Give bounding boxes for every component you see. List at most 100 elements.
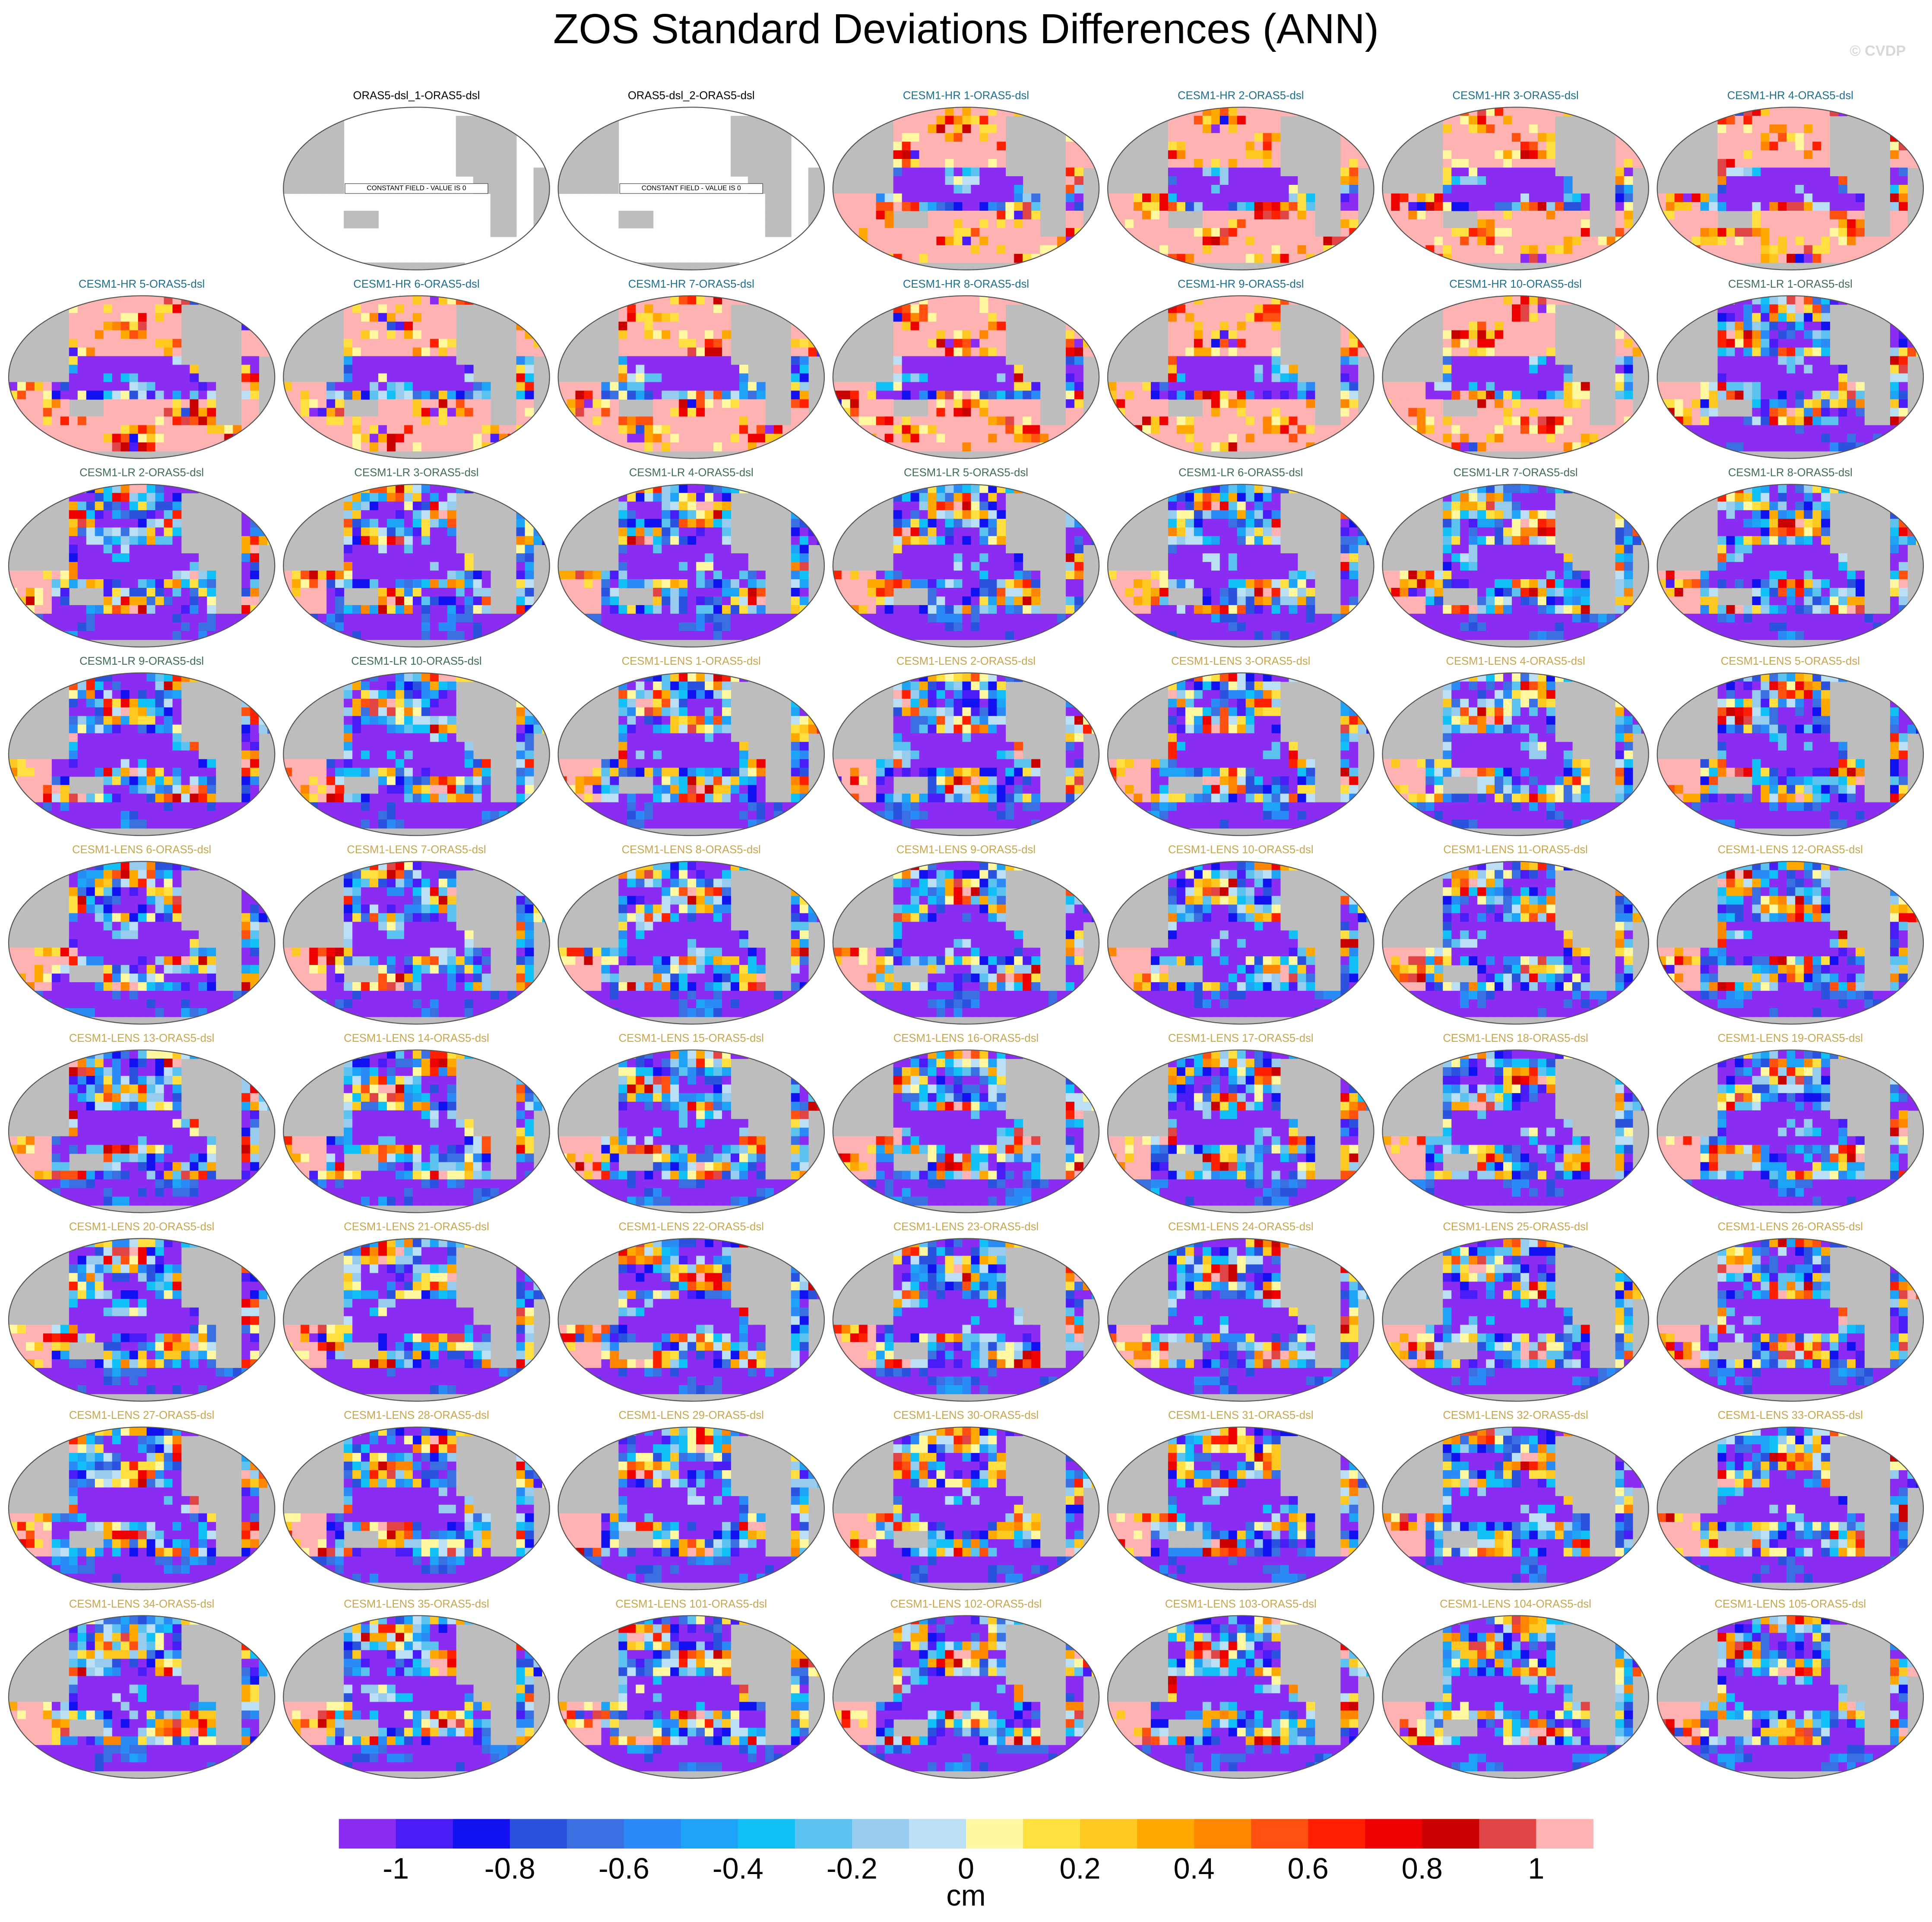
map-cell (1512, 382, 1521, 391)
map-cell (1271, 116, 1281, 125)
map-cell (1786, 176, 1796, 185)
map-cell (919, 321, 928, 331)
map-cell (1838, 416, 1847, 426)
map-cell (1271, 330, 1281, 339)
map-cell (1537, 390, 1547, 400)
map-cell (1717, 159, 1727, 168)
map-cell (1615, 356, 1625, 365)
map-cell (1245, 434, 1255, 443)
map-cell (1451, 228, 1461, 237)
map-cell (1486, 254, 1495, 263)
map-cell (241, 588, 251, 597)
map-cell (1580, 434, 1590, 443)
map-cell (928, 168, 937, 177)
map-cell (971, 425, 980, 435)
map-cell (421, 571, 431, 580)
map-cell (1031, 382, 1041, 391)
map-cell (404, 622, 413, 631)
map-cell (1469, 365, 1478, 374)
map-cell (1657, 193, 1666, 203)
map-cell (902, 339, 911, 348)
map-cell (1812, 202, 1822, 211)
map-cell (1263, 425, 1272, 435)
map-outline (832, 107, 1100, 271)
map-cell (962, 373, 972, 383)
map-cell (893, 321, 903, 331)
map-cell (69, 545, 78, 554)
map-cell (1743, 236, 1753, 246)
map-cell (1546, 159, 1555, 168)
map-cell (77, 382, 87, 391)
map-cell (386, 631, 396, 640)
map-cell (705, 425, 714, 435)
map-cell (696, 365, 705, 374)
map-cell (1752, 321, 1761, 331)
map-cell (1314, 434, 1324, 443)
map-cell (69, 321, 78, 331)
map-cell (120, 545, 130, 554)
map-cell (739, 425, 748, 435)
map-cell (421, 501, 431, 511)
map-cell (1306, 382, 1315, 391)
map-cell (378, 631, 387, 640)
map-cell (1451, 365, 1461, 374)
map-cell (335, 613, 344, 623)
map-cell (1615, 184, 1625, 194)
land-cell (592, 168, 602, 177)
map-cell (395, 434, 405, 443)
map-cell (1838, 425, 1847, 435)
map-cell (516, 408, 526, 417)
map-cell (1271, 339, 1281, 348)
map-cell (1830, 236, 1839, 246)
map-cell (988, 168, 998, 177)
map-cell (713, 519, 722, 528)
map-cell (971, 416, 980, 426)
map-cell (1176, 236, 1186, 246)
map-cell (713, 536, 722, 546)
map-cell (456, 434, 465, 443)
map-cell (662, 493, 671, 502)
map-cell (1358, 347, 1367, 357)
map-cell (1795, 193, 1805, 203)
map-cell (43, 416, 52, 426)
map-cell (241, 536, 251, 546)
map-cell (344, 519, 353, 528)
map-cell (1512, 434, 1521, 443)
map-cell (1469, 347, 1478, 357)
map-cell (464, 553, 474, 562)
map-cell (1503, 168, 1512, 177)
map-cell (713, 304, 722, 314)
map-cell (155, 365, 165, 374)
map-cell (1898, 193, 1908, 203)
map-cell (464, 408, 474, 417)
map-cell (1752, 382, 1761, 391)
map-cell (1606, 236, 1616, 246)
map-cell (155, 493, 165, 502)
map-cell (1520, 434, 1530, 443)
map-cell (1425, 408, 1435, 417)
map-cell (662, 356, 671, 365)
map-cell (679, 545, 688, 554)
land-cell (301, 150, 310, 159)
map-cell (1254, 321, 1264, 331)
map-cell (1014, 382, 1023, 391)
land-cell (490, 142, 500, 151)
map-cell (962, 295, 972, 305)
map-cell (713, 330, 722, 339)
map-cell (1168, 150, 1177, 159)
map-cell (447, 442, 456, 452)
map-cell (867, 416, 877, 426)
map-cell (1691, 228, 1701, 237)
map-cell (1495, 176, 1504, 185)
map-cell (1254, 184, 1264, 194)
map-cell (1237, 313, 1246, 322)
map-cell (1546, 339, 1555, 348)
map-cell (138, 501, 147, 511)
map-cell (1529, 133, 1538, 142)
map-cell (1503, 219, 1512, 228)
map-cell (1280, 176, 1289, 185)
map-cell (1735, 442, 1744, 452)
map-cell (1349, 219, 1359, 228)
map-cell (1014, 373, 1023, 383)
map-cell (687, 356, 697, 365)
